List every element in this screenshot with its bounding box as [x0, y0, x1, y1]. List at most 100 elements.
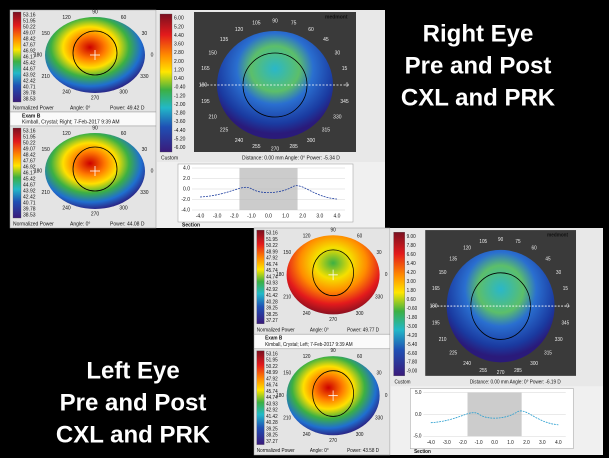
angle-label: 90: [92, 9, 98, 15]
angle-label: 105: [252, 21, 261, 27]
scale-label: -4.20: [407, 333, 418, 339]
scale-label: 46.92: [23, 48, 36, 54]
scale-label: -6.00: [174, 145, 186, 151]
scale-label: 42.42: [23, 78, 36, 84]
angle-label: 30: [556, 270, 561, 276]
scale-label: 48.99: [266, 249, 278, 255]
angle-label: 150: [283, 370, 291, 376]
right-eye-line: CXL and PRK: [401, 84, 556, 111]
scale-label: 39.78: [23, 206, 36, 212]
scale-label: 1.20: [174, 67, 184, 73]
section-x-tick: 2.0: [523, 440, 530, 446]
scale-label: -1.80: [407, 315, 418, 321]
scale-label: 48.42: [23, 36, 36, 42]
scale-label: -0.40: [174, 85, 186, 91]
scale-label: 45.42: [23, 60, 36, 66]
angle-label: 270: [271, 146, 280, 152]
scale-label: -2.00: [174, 102, 186, 108]
left-eye-line: Pre and Post: [60, 389, 207, 416]
scale-label: 46.74: [266, 382, 278, 388]
scale-label: 47.92: [266, 255, 278, 261]
scale-label: 38.25: [266, 432, 278, 438]
color-scale: [393, 232, 405, 377]
angle-label: 225: [449, 350, 457, 356]
map-footer: Power: 43.58 D: [347, 448, 379, 454]
angle-label: 165: [432, 286, 440, 292]
section-curve: [430, 410, 559, 426]
angle-label: 30: [376, 370, 381, 376]
angle-label: 240: [303, 311, 311, 317]
angle-label: 240: [303, 432, 311, 438]
angle-label: 30: [142, 31, 148, 37]
scale-label: 40.28: [266, 420, 278, 426]
angle-label: 255: [252, 144, 261, 150]
section-x-tick: 1.0: [282, 213, 289, 219]
scale-label: 43.93: [266, 280, 278, 286]
angle-label: 240: [62, 90, 71, 96]
scale-label: 49.07: [23, 146, 36, 152]
exam-title: Exam B: [22, 113, 41, 119]
scale-label: 38.53: [23, 212, 36, 218]
color-scale: [159, 13, 173, 153]
scale-label: 39.78: [23, 90, 36, 96]
scale-label: 41.42: [266, 414, 278, 420]
scale-label: 44.67: [23, 182, 36, 188]
scale-label: 7.80: [407, 243, 416, 249]
angle-label: 210: [283, 294, 291, 300]
angle-label: 270: [329, 317, 337, 323]
scale-label: 46.17: [23, 54, 36, 60]
scale-label: 42.92: [266, 407, 278, 413]
angle-label: 330: [333, 114, 342, 120]
angle-label: 90: [498, 237, 503, 243]
angle-label: 210: [439, 337, 447, 343]
scale-label: 40.71: [23, 84, 36, 90]
angle-label: 210: [208, 114, 217, 120]
map-footer: Angle: 0°: [310, 448, 329, 454]
scale-label: 9.00: [407, 234, 416, 240]
angle-label: 120: [303, 233, 311, 239]
angle-label: 90: [92, 125, 98, 131]
scale-label: 4.40: [174, 33, 184, 39]
logo: medmont: [325, 14, 348, 20]
scale-label: 0.40: [174, 76, 184, 82]
angle-label: 0: [151, 168, 154, 174]
scale-label: 47.67: [23, 158, 36, 164]
map-footer: Angle: 0°: [70, 221, 90, 227]
angle-label: 90: [331, 227, 336, 233]
angle-label: 60: [532, 246, 537, 252]
angle-label: 30: [142, 147, 148, 153]
angle-label: 120: [62, 131, 71, 137]
pupil-ring: [72, 30, 118, 76]
left-eye-line: Left Eye: [86, 357, 179, 384]
scale-label: 43.92: [23, 188, 36, 194]
scale-label: 47.92: [266, 376, 278, 382]
scale-label: 5.40: [407, 261, 416, 267]
map-footer: Normalized Power: [13, 221, 54, 227]
angle-label: 150: [283, 250, 291, 256]
angle-label: 120: [303, 354, 311, 360]
scale-label: 38.25: [266, 312, 278, 318]
scale-label: 46.92: [23, 164, 36, 170]
scale-label: 43.93: [266, 401, 278, 407]
pupil-ring: [312, 370, 354, 417]
scale-label: -6.60: [407, 351, 418, 357]
scale-label: 44.67: [23, 66, 36, 72]
right-eye-line: Right Eye: [423, 20, 534, 47]
angle-label: 315: [544, 350, 552, 356]
scale-label: 40.71: [23, 200, 36, 206]
angle-label: 300: [356, 311, 364, 317]
section-y-tick: 0.0: [415, 412, 422, 418]
status: Distance: 0.00 mm Angle: 0° Power: -5.34…: [242, 155, 340, 161]
scale-label: 0.60: [407, 297, 416, 303]
section-y-tick: 4.0: [183, 165, 190, 171]
angle-label: 150: [208, 50, 217, 56]
angle-label: 330: [375, 415, 383, 421]
map-footer: Power: 49.42 D: [110, 105, 145, 111]
angle-label: 135: [220, 37, 229, 43]
section-x-tick: -3.0: [213, 213, 222, 219]
angle-label: 330: [555, 337, 563, 343]
scale-label: 51.95: [266, 237, 278, 243]
section-x-tick: -2.0: [230, 213, 239, 219]
angle-label: 285: [514, 368, 522, 374]
